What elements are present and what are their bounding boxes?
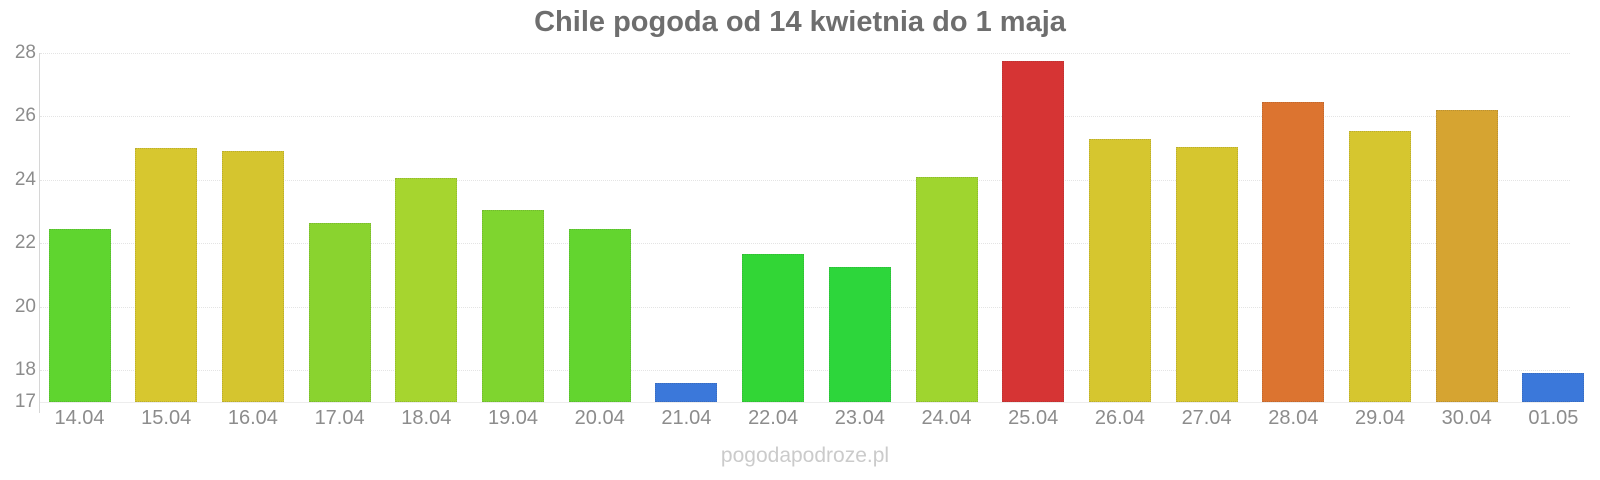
x-tick-label-14.04: 14.04 (54, 407, 105, 429)
x-tick-label-26.04: 26.04 (1094, 407, 1145, 429)
x-tick-label-16.04: 16.04 (227, 407, 278, 429)
chart-title: Chile pogoda od 14 kwietnia do 1 maja (534, 6, 1066, 38)
gridline-18 (40, 370, 1570, 372)
x-tick-label-28.04: 28.04 (1268, 407, 1319, 429)
bar-22.04[interactable] (742, 254, 805, 402)
watermark: pogodapodroze.pl (720, 444, 890, 467)
y-tick-label-26: 26 (14, 105, 36, 127)
x-tick-label-30.04: 30.04 (1441, 407, 1492, 429)
bar-30.04[interactable] (1435, 110, 1498, 402)
x-tick-label-22.04: 22.04 (748, 407, 799, 429)
y-tick-label-17: 17 (14, 391, 36, 412)
bar-28.04[interactable] (1262, 102, 1325, 402)
bar-15.04[interactable] (135, 148, 198, 402)
bar-26.04[interactable] (1088, 138, 1151, 402)
gridline-22 (40, 243, 1570, 245)
x-tick-label-27.04: 27.04 (1181, 407, 1232, 429)
bar-21.04[interactable] (655, 382, 718, 402)
y-tick-label-22: 22 (14, 232, 36, 254)
x-tick-label-17.04: 17.04 (314, 407, 365, 429)
bar-14.04[interactable] (48, 229, 111, 402)
bar-18.04[interactable] (395, 178, 458, 402)
x-tick-label-25.04: 25.04 (1008, 407, 1059, 429)
gridline-24 (40, 179, 1570, 181)
bar-16.04[interactable] (221, 151, 284, 402)
bar-19.04[interactable] (482, 210, 544, 402)
bar-24.04[interactable] (915, 176, 978, 402)
x-tick-label-21.04: 21.04 (661, 407, 712, 429)
x-tick-label-19.04: 19.04 (487, 407, 539, 429)
gridline-28 (40, 53, 1570, 54)
x-tick-label-15.04: 15.04 (141, 407, 192, 429)
x-tick-label-01.05: 01.05 (1528, 407, 1579, 429)
bar-25.04[interactable] (1002, 60, 1065, 402)
x-tick-label-20.04: 20.04 (574, 407, 625, 429)
bar-20.04[interactable] (568, 229, 631, 402)
y-tick-label-28: 28 (14, 42, 36, 63)
y-tick-label-24: 24 (14, 168, 36, 190)
x-tick-label-23.04: 23.04 (834, 407, 885, 429)
y-tick-label-18: 18 (14, 359, 36, 381)
x-tick-label-18.04: 18.04 (401, 407, 452, 429)
gridline-20 (40, 306, 1570, 308)
x-tick-label-29.04: 29.04 (1354, 407, 1406, 429)
x-axis-baseline (40, 402, 1570, 403)
bar-01.05[interactable] (1522, 373, 1585, 402)
y-axis-line (39, 53, 40, 413)
x-tick-label-24.04: 24.04 (921, 407, 972, 429)
y-tick-label-20: 20 (14, 295, 36, 317)
bar-23.04[interactable] (828, 267, 891, 402)
bar-29.04[interactable] (1349, 130, 1411, 402)
gridline-26 (40, 116, 1570, 118)
bar-17.04[interactable] (308, 222, 371, 402)
bar-27.04[interactable] (1175, 146, 1238, 402)
